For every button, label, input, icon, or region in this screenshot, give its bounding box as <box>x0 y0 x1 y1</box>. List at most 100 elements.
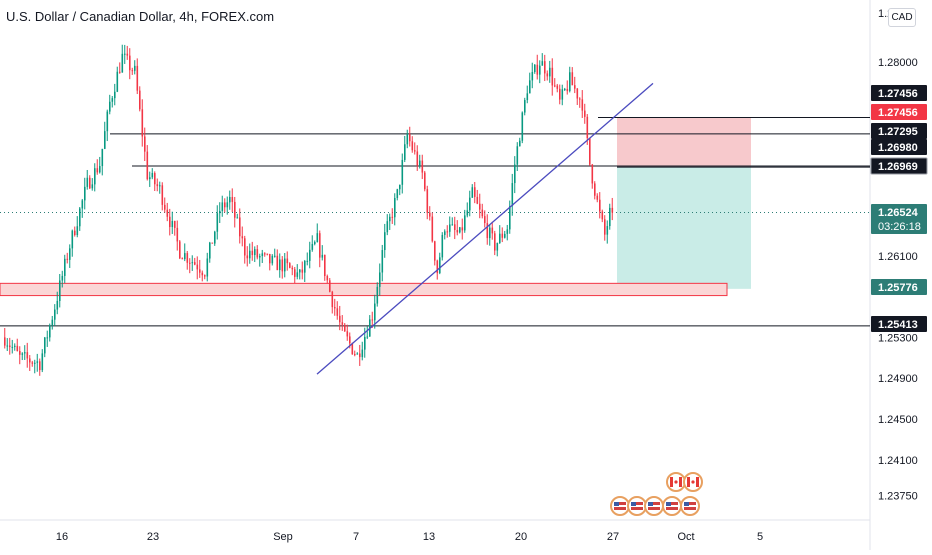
candle <box>36 361 39 363</box>
candle <box>484 216 486 224</box>
candle <box>179 241 181 259</box>
candle <box>254 249 256 256</box>
candle <box>269 254 271 264</box>
candle <box>111 98 114 102</box>
candle <box>209 242 211 259</box>
candle <box>591 164 594 184</box>
candle <box>9 345 11 347</box>
candle <box>521 112 524 141</box>
candle <box>556 85 559 89</box>
candle <box>94 168 96 185</box>
candle <box>51 319 54 326</box>
chart-title: U.S. Dollar / Canadian Dollar, 4h, FOREX… <box>6 9 275 24</box>
candle <box>151 173 154 178</box>
candle <box>189 262 191 264</box>
candle <box>374 303 376 321</box>
candle <box>226 202 229 208</box>
candle <box>571 72 574 86</box>
candle <box>489 227 491 239</box>
candle <box>96 168 99 173</box>
ca-flag-band <box>679 477 682 487</box>
candle <box>81 200 84 209</box>
candle <box>89 177 91 189</box>
candle <box>271 255 274 264</box>
candle <box>186 253 189 263</box>
candle <box>156 184 159 187</box>
price-tick-label: 1.26100 <box>878 251 918 263</box>
candle <box>409 134 411 142</box>
candle <box>294 269 296 277</box>
candle <box>129 55 131 71</box>
candle <box>414 150 416 152</box>
price-label-text: 1.26969 <box>878 161 918 173</box>
candle <box>276 255 279 271</box>
candle <box>379 272 381 287</box>
stop-loss-zone[interactable] <box>617 117 751 168</box>
candle <box>64 258 66 276</box>
candle <box>19 351 21 355</box>
candle <box>109 101 111 112</box>
price-label-text: 1.26980 <box>878 142 918 154</box>
candle <box>231 197 234 202</box>
ca-flag-leaf <box>674 480 678 484</box>
candle <box>49 325 51 338</box>
candle <box>461 227 464 231</box>
candle <box>604 219 606 235</box>
us-flag-canton <box>631 502 636 506</box>
candle <box>219 210 221 214</box>
us-flag-stripe <box>631 505 643 507</box>
candle <box>134 65 136 71</box>
candle <box>216 213 219 232</box>
candle <box>469 197 471 211</box>
candle <box>144 136 146 152</box>
candle <box>551 67 554 86</box>
candle <box>564 88 566 90</box>
candle <box>211 242 214 244</box>
candle <box>284 258 286 272</box>
candle <box>509 206 511 230</box>
currency-button[interactable]: CAD <box>888 8 916 27</box>
candle <box>366 336 369 338</box>
candle <box>361 349 364 358</box>
ca-flag-band <box>670 477 673 487</box>
candle <box>306 260 309 262</box>
candle <box>161 185 164 205</box>
price-label-badge <box>871 104 927 120</box>
candle <box>606 226 609 235</box>
support-zone[interactable] <box>0 282 728 297</box>
candle <box>464 215 466 231</box>
candle <box>164 204 166 210</box>
candle <box>421 160 424 173</box>
candle <box>491 227 494 234</box>
us-flag-canton <box>666 502 671 506</box>
candle <box>439 257 441 274</box>
candle <box>541 61 544 66</box>
take-profit-zone[interactable] <box>617 167 751 289</box>
candle <box>359 353 361 358</box>
time-tick-label: 7 <box>353 531 359 543</box>
price-label-badge <box>871 279 927 295</box>
candle <box>549 67 551 77</box>
ca-flag-band <box>696 477 699 487</box>
candle <box>199 269 201 273</box>
candle <box>531 71 534 81</box>
candle <box>214 231 216 244</box>
candle <box>86 177 89 187</box>
candle <box>311 244 314 250</box>
price-label-text: 1.27295 <box>878 126 918 138</box>
candle <box>76 226 79 236</box>
candle <box>534 64 536 72</box>
ascending-trendline[interactable] <box>316 82 654 375</box>
price-label-text: 1.27456 <box>878 107 918 119</box>
candle <box>304 261 306 273</box>
candle <box>301 269 304 273</box>
candle <box>466 210 469 216</box>
candle <box>594 183 596 196</box>
candle <box>396 189 399 199</box>
candle <box>309 249 311 261</box>
candle <box>59 280 61 301</box>
candle <box>146 151 149 180</box>
candle <box>126 53 129 56</box>
